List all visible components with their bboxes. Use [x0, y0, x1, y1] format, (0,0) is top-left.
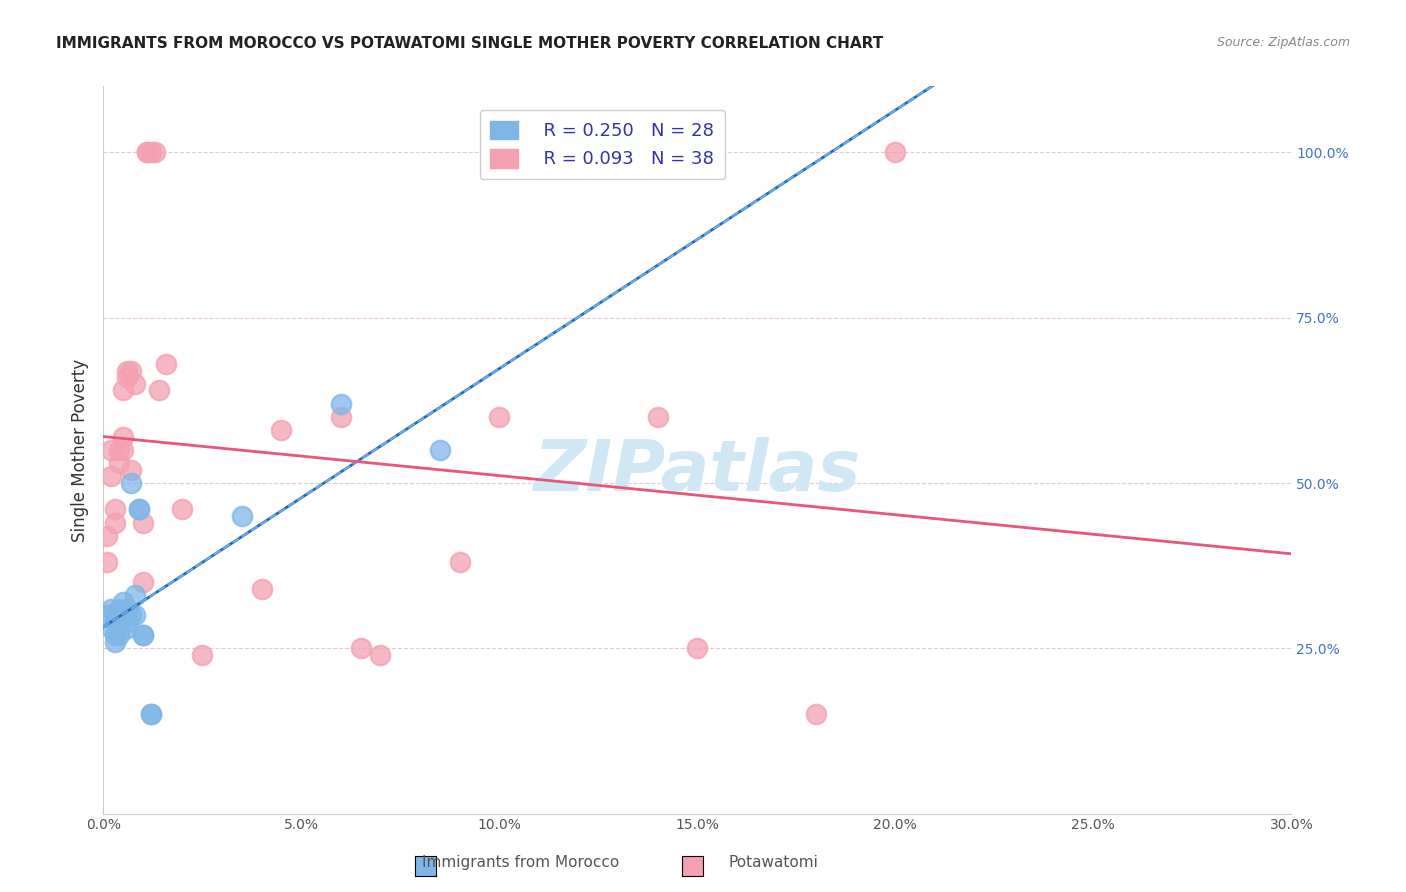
Point — [104, 615, 127, 629]
Point — [108, 442, 131, 457]
Point — [155, 357, 177, 371]
Point — [111, 430, 134, 444]
Point — [488, 409, 510, 424]
Point — [647, 409, 669, 424]
Point — [104, 608, 127, 623]
Point — [139, 707, 162, 722]
Point — [128, 502, 150, 516]
Text: Potawatomi: Potawatomi — [728, 855, 818, 870]
Point — [120, 363, 142, 377]
Point — [329, 397, 352, 411]
Point — [108, 615, 131, 629]
Point — [111, 384, 134, 398]
Point — [108, 456, 131, 470]
Point — [148, 384, 170, 398]
Point — [111, 595, 134, 609]
Point — [132, 575, 155, 590]
Point — [115, 622, 138, 636]
Point — [104, 628, 127, 642]
Text: ZIPatlas: ZIPatlas — [533, 437, 860, 507]
Point — [115, 601, 138, 615]
Point — [100, 601, 122, 615]
Point — [132, 516, 155, 530]
Point — [104, 502, 127, 516]
Point — [100, 469, 122, 483]
Point — [124, 608, 146, 623]
Point — [139, 145, 162, 160]
Point — [124, 588, 146, 602]
Point — [115, 363, 138, 377]
Point — [120, 475, 142, 490]
Point — [96, 529, 118, 543]
Y-axis label: Single Mother Poverty: Single Mother Poverty — [72, 359, 89, 541]
Point — [191, 648, 214, 662]
Point — [111, 442, 134, 457]
Point — [96, 555, 118, 569]
Point — [108, 601, 131, 615]
Point — [111, 608, 134, 623]
Point — [96, 608, 118, 623]
Point — [135, 145, 157, 160]
Point — [108, 628, 131, 642]
Point — [804, 707, 827, 722]
Point — [111, 608, 134, 623]
Point — [139, 707, 162, 722]
Point — [120, 608, 142, 623]
Point — [449, 555, 471, 569]
Text: Source: ZipAtlas.com: Source: ZipAtlas.com — [1216, 36, 1350, 49]
Point — [250, 582, 273, 596]
Point — [143, 145, 166, 160]
Point — [270, 423, 292, 437]
Point — [231, 509, 253, 524]
Point — [884, 145, 907, 160]
Point — [429, 442, 451, 457]
Text: Immigrants from Morocco: Immigrants from Morocco — [422, 855, 619, 870]
Point — [172, 502, 194, 516]
Point — [104, 516, 127, 530]
Point — [115, 615, 138, 629]
Point — [135, 145, 157, 160]
Point — [128, 502, 150, 516]
Point — [349, 641, 371, 656]
Point — [132, 628, 155, 642]
Point — [370, 648, 392, 662]
Point — [124, 376, 146, 391]
Point — [104, 634, 127, 648]
Point — [132, 628, 155, 642]
Point — [686, 641, 709, 656]
Point — [120, 463, 142, 477]
Legend:   R = 0.250   N = 28,   R = 0.093   N = 38: R = 0.250 N = 28, R = 0.093 N = 38 — [479, 110, 724, 179]
Point — [329, 409, 352, 424]
Point — [100, 622, 122, 636]
Point — [100, 442, 122, 457]
Point — [115, 370, 138, 384]
Text: IMMIGRANTS FROM MOROCCO VS POTAWATOMI SINGLE MOTHER POVERTY CORRELATION CHART: IMMIGRANTS FROM MOROCCO VS POTAWATOMI SI… — [56, 36, 883, 51]
